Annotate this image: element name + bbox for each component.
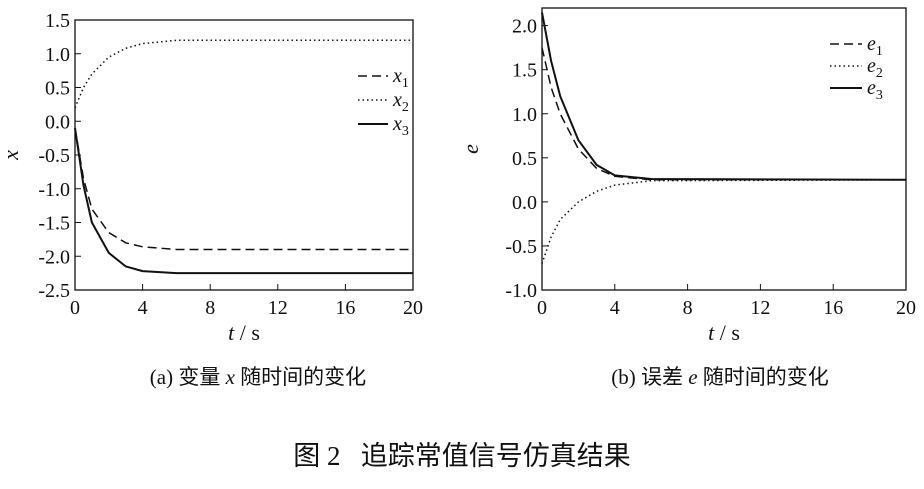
y-axis-label: e	[458, 144, 483, 154]
y-tick-label: 1.5	[512, 60, 537, 82]
legend-label-x1: x1	[392, 65, 409, 91]
y-tick-label: -1.0	[505, 280, 537, 302]
x-tick-label: 8	[683, 297, 693, 319]
figure-caption: 图 2 追踪常值信号仿真结果	[293, 441, 631, 471]
y-tick-label: 0.5	[45, 78, 70, 100]
legend-label-e3: e3	[867, 77, 883, 103]
x-tick-label: 0	[70, 297, 80, 319]
y-tick-label: -0.5	[38, 145, 70, 167]
x-axis-label: t / s	[708, 320, 740, 345]
y-tick-label: 1.0	[45, 44, 70, 66]
series-line-e2	[541, 179, 907, 264]
x-tick-label: 20	[403, 297, 423, 319]
legend-label-x2: x2	[392, 89, 409, 115]
chart-b: 0 4 8 12 16 20 2.0 1.5 1.0 0.5 0.0 -0.5 -1.0 t / s e e1…	[458, 7, 916, 389]
x-axis-label: t / s	[228, 320, 260, 345]
series-line-x3	[74, 127, 413, 275]
x-tick-label: 20	[896, 297, 916, 319]
x-tick-label: 12	[268, 297, 288, 319]
series-line-e3	[541, 12, 907, 181]
subplot-caption: (b) 误差 e 随时间的变化	[611, 365, 829, 389]
y-tick-label: -2.5	[38, 280, 70, 302]
y-tick-label: 0.5	[512, 148, 537, 170]
x-tick-label: 0	[537, 297, 547, 319]
y-tick-label: 0.0	[45, 111, 70, 133]
series-line-x1	[74, 127, 413, 251]
y-tick-label: -2.0	[38, 246, 70, 268]
x-tick-label: 8	[205, 297, 215, 319]
series-line-e1	[541, 47, 906, 181]
plot-frame	[541, 7, 907, 291]
y-tick-label: 1.0	[512, 104, 537, 126]
y-tick-label: 2.0	[512, 16, 537, 38]
legend-label-x3: x3	[392, 113, 409, 139]
x-tick-label: 4	[610, 297, 620, 319]
y-tick-label: -1.5	[38, 213, 70, 235]
x-tick-label: 12	[750, 297, 770, 319]
x-tick-label: 4	[138, 297, 148, 319]
legend-label-e2: e2	[867, 55, 883, 81]
legend-label-e1: e1	[867, 33, 883, 59]
subplot-caption: (a) 变量 x 随时间的变化	[150, 365, 366, 389]
x-tick-label: 16	[823, 297, 843, 319]
chart-a: 0 4 8 12 16 20 1.5 1.0 0.5 0.0 -0.5 -1.0 -1.5 -2.0 -2.…	[0, 10, 423, 389]
y-tick-label: -1.0	[38, 179, 70, 201]
series-line-x2	[74, 39, 413, 109]
y-tick-label: 0.0	[512, 192, 537, 214]
x-tick-label: 16	[335, 297, 355, 319]
y-tick-label: -0.5	[505, 236, 537, 258]
y-tick-label: 1.5	[45, 10, 70, 32]
y-axis-label: x	[0, 150, 23, 161]
